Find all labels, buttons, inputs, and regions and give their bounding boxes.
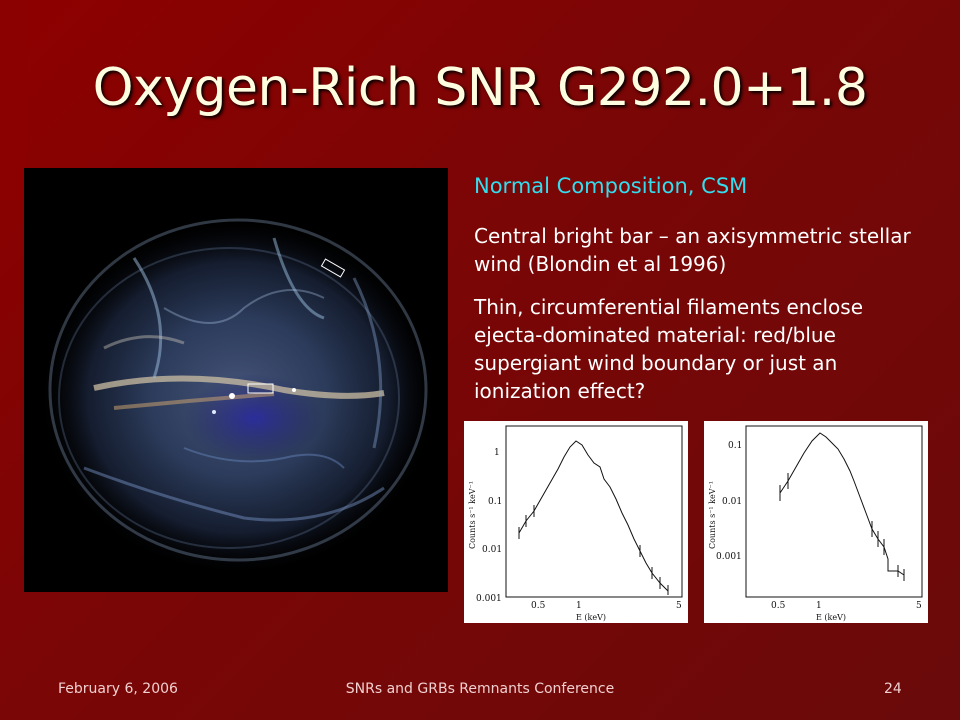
- y-tick-label: 1: [494, 448, 500, 458]
- y-axis-label: Counts s⁻¹ keV⁻¹: [468, 481, 477, 549]
- paragraph-bright-bar: Central bright bar – an axisymmetric ste…: [474, 224, 911, 276]
- paragraph-filaments: Thin, circumferential filaments enclose …: [474, 295, 863, 403]
- x-axis-label: E (keV): [816, 613, 846, 622]
- x-tick-label: 5: [916, 601, 922, 611]
- spectrum-plot-left: Counts s⁻¹ keV⁻¹ 1 0.1 0.01 0.001 0.5 1 …: [464, 421, 688, 623]
- x-tick-label: 5: [676, 601, 682, 611]
- footer-date: February 6, 2006: [58, 681, 178, 697]
- corner-accent: [0, 0, 28, 200]
- footer-conference: SNRs and GRBs Remnants Conference: [345, 681, 615, 697]
- y-tick-label: 0.1: [488, 497, 502, 507]
- x-tick-label: 0.5: [531, 601, 546, 611]
- x-tick-label: 0.5: [771, 601, 786, 611]
- y-tick-label: 0.001: [716, 552, 742, 562]
- y-tick-label: 0.001: [476, 594, 502, 604]
- section-subtitle: Normal Composition, CSM: [474, 174, 748, 198]
- x-tick-label: 1: [576, 601, 582, 611]
- snr-xray-image: [24, 168, 448, 592]
- slide-title: Oxygen-Rich SNR G292.0+1.8: [92, 58, 868, 118]
- spectrum-plot-right: Counts s⁻¹ keV⁻¹ 0.1 0.01 0.001 0.5 1 5 …: [704, 421, 928, 623]
- y-axis-label: Counts s⁻¹ keV⁻¹: [708, 481, 717, 549]
- y-tick-label: 0.01: [722, 497, 742, 507]
- y-tick-label: 0.01: [482, 545, 502, 555]
- y-tick-label: 0.1: [728, 441, 742, 451]
- page-number: 24: [884, 681, 902, 697]
- x-tick-label: 1: [816, 601, 822, 611]
- x-axis-label: E (keV): [576, 613, 606, 622]
